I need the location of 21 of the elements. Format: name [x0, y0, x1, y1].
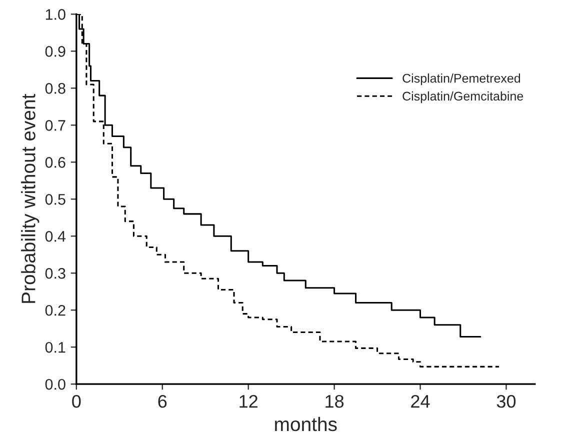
y-tick-label: 0.1 [45, 342, 66, 353]
x-tick-label: 24 [411, 394, 430, 408]
y-tick-label: 0.2 [45, 304, 66, 316]
x-tick-label: 18 [326, 394, 344, 408]
y-tick-label: 1.0 [46, 9, 66, 20]
x-axis-title: months [275, 416, 337, 432]
y-tick-label: 0.5 [45, 194, 66, 205]
x-tick-label: 12 [240, 394, 258, 408]
y-tick-label: 0.9 [45, 46, 66, 57]
legend-label: Cisplatin/Gemcitabine [402, 91, 524, 104]
legend-label: Cisplatin/Pemetrexed [402, 74, 520, 86]
x-tick-label: 30 [496, 394, 516, 408]
y-tick-label: 0.0 [45, 378, 66, 390]
y-axis-title: Probability without event [21, 94, 40, 303]
y-tick-label: 0.7 [45, 120, 66, 131]
y-tick-label: 0.8 [45, 83, 66, 94]
x-tick-label: 6 [158, 394, 167, 408]
x-tick-label: 0 [72, 394, 81, 408]
y-tick-label: 0.4 [45, 230, 66, 242]
y-tick-label: 0.6 [45, 157, 66, 168]
y-tick-label: 0.3 [45, 268, 66, 279]
